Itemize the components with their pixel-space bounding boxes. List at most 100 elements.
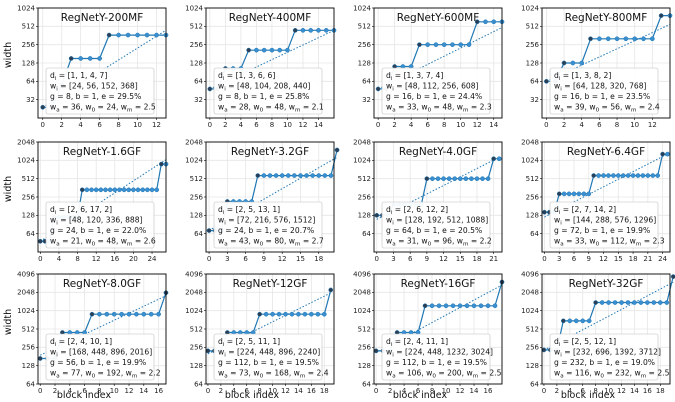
x-tick-label: 6 xyxy=(572,255,577,263)
x-tick-label: 15 xyxy=(614,255,623,263)
data-point xyxy=(298,173,303,178)
x-tick-label: 8 xyxy=(442,121,446,129)
y-tick-label: 2048 xyxy=(521,138,539,146)
y-tick-label: 4096 xyxy=(521,270,539,278)
data-point xyxy=(309,311,314,317)
y-tick-label: 64 xyxy=(362,230,371,238)
y-tick-label: 64 xyxy=(26,230,35,238)
x-tick-label: 0 xyxy=(41,121,45,129)
data-point xyxy=(496,156,502,162)
data-point xyxy=(112,187,118,193)
x-tick-label: 0 xyxy=(206,387,210,395)
annotation-box xyxy=(549,201,659,249)
data-point xyxy=(135,32,140,38)
data-point xyxy=(606,300,611,305)
data-point xyxy=(263,311,269,317)
data-point xyxy=(601,173,606,178)
x-tick-label: 10 xyxy=(133,121,142,129)
annotation-box xyxy=(213,333,323,381)
data-point xyxy=(375,86,381,92)
x-tick-label: 4 xyxy=(402,387,407,395)
x-tick-label: 15 xyxy=(296,255,305,263)
data-point xyxy=(544,78,549,84)
annotation-widths: wi = [72, 216, 576, 1512] xyxy=(218,216,315,227)
annotation-box xyxy=(381,333,491,381)
data-point xyxy=(126,187,132,193)
x-tick-label: 6 xyxy=(580,387,585,395)
panel-regnety-200mf: RegNetY-200MF di = [1, 1, 4, 7]wi = [24, … xyxy=(17,4,169,129)
annotation-groups: g = 16, b = 1, e = 24.4% xyxy=(386,92,482,101)
y-tick-label: 512 xyxy=(22,23,35,31)
x-tick-label: 16 xyxy=(484,387,493,395)
annotation-widths: wi = [24, 56, 152, 368] xyxy=(50,82,138,93)
annotation-depths: di = [2, 7, 14, 2] xyxy=(554,205,616,216)
annotation-params: wa = 116, w0 = 232, wm = 2.5 xyxy=(554,369,670,380)
annotation-widths: wi = [48, 112, 256, 608] xyxy=(386,82,479,93)
data-point xyxy=(292,27,298,33)
x-tick-label: 8 xyxy=(257,387,261,395)
data-point xyxy=(492,303,498,309)
data-point xyxy=(207,86,213,92)
x-tick-label: 0 xyxy=(374,387,378,395)
data-point xyxy=(373,348,379,354)
data-point xyxy=(466,42,472,48)
annotation-params: wa = 33, w0 = 48, wm = 2.3 xyxy=(386,103,492,114)
x-tick-label: 14 xyxy=(489,121,498,129)
x-tick-label: 2 xyxy=(59,121,63,129)
data-point xyxy=(474,176,480,182)
data-point xyxy=(645,300,650,305)
x-tick-label: 6 xyxy=(254,121,259,129)
x-tick-label: 8 xyxy=(593,387,597,395)
data-point xyxy=(567,318,573,324)
x-tick-label: 14 xyxy=(139,387,148,395)
y-tick-label: 256 xyxy=(22,41,36,49)
data-point xyxy=(651,300,657,305)
annotation-box xyxy=(45,333,155,381)
x-tick-label: 6 xyxy=(597,121,602,129)
data-point xyxy=(79,187,85,193)
x-tick-label: 8 xyxy=(615,121,619,129)
x-tick-label: 3 xyxy=(225,255,229,263)
annotation-params: wa = 39, w0 = 56, wm = 2.4 xyxy=(554,103,660,114)
data-point xyxy=(117,187,122,193)
y-tick-label: 2048 xyxy=(521,289,539,297)
data-point xyxy=(98,187,104,193)
data-point xyxy=(97,56,102,61)
x-tick-label: 6 xyxy=(243,255,248,263)
x-tick-label: 4 xyxy=(239,121,244,129)
x-tick-label: 12 xyxy=(152,121,161,129)
data-point xyxy=(424,176,430,182)
data-point xyxy=(433,42,439,48)
data-point xyxy=(106,32,112,38)
x-tick-label: 18 xyxy=(314,255,323,263)
y-tick-label: 512 xyxy=(190,325,203,333)
x-tick-label: 24 xyxy=(148,255,157,263)
annotation-params: wa = 21, w0 = 48, wm = 2.6 xyxy=(50,237,156,248)
panel-regnety-6-4gf: RegNetY-6.4GF di = [2, 7, 14, 2]wi = [144… xyxy=(521,138,671,263)
y-tick-label: 64 xyxy=(362,78,371,86)
y-tick-label: 256 xyxy=(526,41,540,49)
x-tick-label: 14 xyxy=(630,387,639,395)
data-point xyxy=(541,347,547,353)
y-axis-label-row-1: width xyxy=(3,42,14,68)
data-point xyxy=(97,311,102,317)
data-point xyxy=(315,311,321,317)
data-point xyxy=(576,191,582,197)
data-point xyxy=(425,42,431,48)
panel-title: RegNetY-4.0GF xyxy=(399,146,477,158)
data-point xyxy=(37,356,43,361)
y-tick-label: 256 xyxy=(526,344,540,352)
data-point xyxy=(107,187,113,193)
data-point xyxy=(441,176,446,182)
y-tick-label: 128 xyxy=(190,362,203,370)
y-tick-label: 2048 xyxy=(185,138,203,146)
y-tick-label: 128 xyxy=(358,212,371,220)
x-tick-label: 8 xyxy=(430,387,434,395)
x-tick-label: 2 xyxy=(53,387,57,395)
y-tick-label: 32 xyxy=(530,96,539,104)
y-tick-label: 1024 xyxy=(521,157,539,165)
y-tick-label: 128 xyxy=(526,59,539,67)
data-point xyxy=(119,311,124,317)
y-tick-label: 64 xyxy=(530,380,539,388)
data-point xyxy=(469,176,474,182)
